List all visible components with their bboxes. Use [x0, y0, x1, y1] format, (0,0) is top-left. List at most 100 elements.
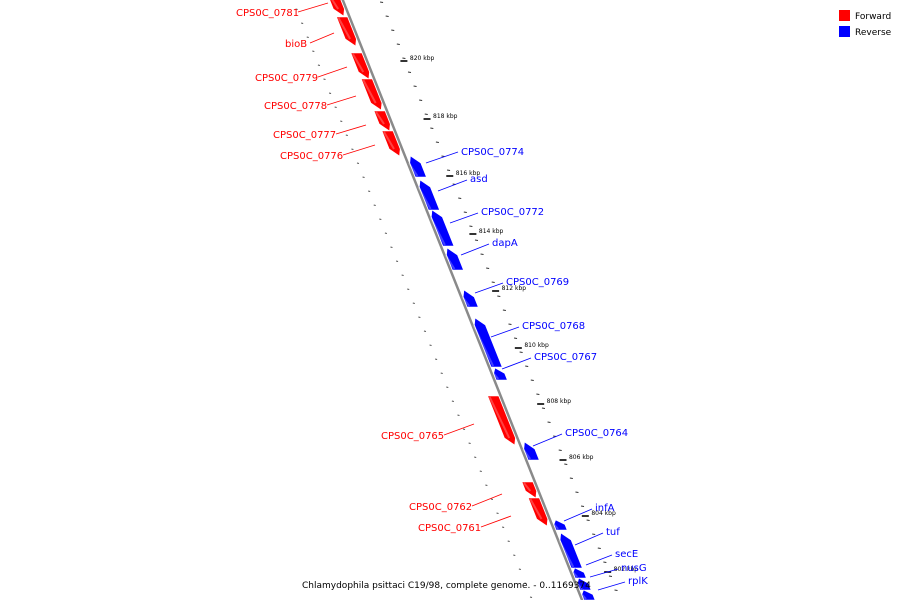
gene-label-forward: CPS0C_0776: [280, 151, 343, 162]
tick-mark: [401, 274, 404, 276]
tick-mark: [513, 337, 518, 339]
gene-reverse-cps0c-0767[interactable]: [493, 367, 508, 381]
gene-reverse-cps0c-0772-highlight: [429, 216, 446, 246]
gene-reverse-cps0c-0774[interactable]: [409, 155, 427, 178]
tick-mark: [508, 323, 512, 325]
gene-forward-cps0c-0781[interactable]: [328, 0, 345, 17]
label-leader-line: [297, 2, 329, 13]
gene-reverse-cps0c-0769[interactable]: [462, 289, 479, 308]
gene-reverse-infa[interactable]: [553, 519, 568, 531]
tick-mark: [362, 176, 365, 178]
legend: Forward Reverse: [839, 10, 892, 38]
gene-forward-cps0c-0779[interactable]: [350, 52, 370, 80]
tick-mark: [490, 498, 494, 500]
gene-reverse-cps0c-0769-highlight: [461, 296, 470, 307]
tick-mark: [402, 57, 406, 59]
label-leader-line: [490, 326, 520, 338]
label-leader-line: [443, 423, 475, 436]
tick-mark: [317, 64, 321, 66]
genome-caption: Chlamydophila psittaci C19/98, complete …: [302, 581, 591, 591]
tick-mark: [564, 463, 568, 465]
tick-mark: [614, 589, 618, 591]
tick-mark: [530, 379, 534, 381]
gene-reverse-tuf[interactable]: [559, 532, 583, 569]
gene-reverse-infa-highlight: [553, 523, 559, 530]
tick-mark: [519, 351, 523, 353]
legend-reverse-swatch: [839, 26, 850, 37]
scale-label: 812 kbp: [502, 285, 527, 292]
gene-forward-biob[interactable]: [336, 16, 357, 47]
tick-mark: [379, 1, 384, 3]
tick-mark: [501, 526, 505, 528]
tick-mark: [597, 547, 601, 549]
tick-mark: [463, 211, 467, 213]
tick-mark: [518, 568, 521, 570]
gene-forward-cps0c-0765[interactable]: [487, 395, 516, 446]
tick-mark: [391, 29, 395, 31]
tick-mark: [429, 344, 432, 346]
tick-mark: [485, 484, 488, 486]
tick-mark: [502, 309, 506, 311]
tick-mark: [486, 267, 490, 269]
gene-reverse-cps0c-0768-highlight: [472, 324, 495, 367]
scale-label: 818 kbp: [433, 113, 458, 120]
scale-label: 810 kbp: [524, 342, 549, 349]
tick-mark: [513, 554, 516, 556]
label-leader-line: [326, 95, 357, 106]
tick-mark: [541, 407, 546, 409]
gene-reverse-cps0c-0768[interactable]: [474, 317, 503, 368]
gene-forward-cps0c-0776[interactable]: [381, 130, 401, 157]
tick-marks: [295, 1, 618, 598]
tick-mark: [390, 246, 393, 248]
gene-reverse-sece[interactable]: [572, 567, 587, 579]
tick-mark: [396, 43, 400, 45]
scale-labels: 820 kbp 818 kbp 816 kbp 814 kbp 812 kbp 810 k…: [400, 55, 638, 573]
gene-forward-cps0c-0761[interactable]: [527, 497, 549, 527]
tick-mark: [558, 449, 562, 451]
label-leader-line: [480, 515, 512, 528]
gene-reverse-dapa[interactable]: [446, 247, 464, 271]
gene-label-forward: CPS0C_0781: [236, 8, 299, 19]
tick-mark: [474, 239, 479, 241]
tick-mark: [491, 281, 495, 283]
gene-reverse-rplk-highlight: [581, 593, 587, 600]
gene-label-reverse: dapA: [492, 238, 518, 249]
tick-mark: [474, 456, 477, 458]
tick-mark: [334, 106, 337, 108]
gene-reverse-nusg[interactable]: [577, 577, 592, 591]
label-leader-line: [501, 357, 532, 370]
gene-label-reverse: infA: [595, 503, 615, 514]
scale-label: 814 kbp: [479, 228, 504, 235]
tick-mark: [423, 330, 427, 332]
gene-label-forward: CPS0C_0778: [264, 101, 327, 112]
tick-mark: [458, 197, 462, 199]
tick-mark: [525, 365, 529, 367]
tick-mark: [462, 428, 466, 430]
tick-mark: [507, 540, 510, 542]
gene-forward-cps0c-0777[interactable]: [373, 110, 391, 132]
gene-forward-cps0c-0762[interactable]: [521, 481, 537, 499]
tick-mark: [586, 519, 590, 521]
tick-mark: [536, 393, 540, 395]
scale-label: 804 kbp: [591, 510, 616, 517]
tick-mark: [430, 127, 434, 129]
gene-labels: CPS0C_0781 bioB CPS0C_0779 CPS0C_0778 CPS0C_…: [236, 2, 648, 591]
tick-mark: [469, 225, 473, 227]
label-leader-line: [342, 144, 376, 156]
tick-mark: [312, 50, 315, 52]
gene-reverse-rplk[interactable]: [581, 589, 596, 600]
gene-label-forward: CPS0C_0779: [255, 73, 318, 84]
label-leader-line: [335, 124, 367, 135]
tick-mark: [569, 477, 573, 479]
scale-label: 816 kbp: [456, 170, 481, 177]
gene-forward-cps0c-0776-highlight: [383, 131, 395, 150]
gene-reverse-asd[interactable]: [419, 179, 440, 211]
gene-features[interactable]: [328, 0, 596, 600]
gene-reverse-cps0c-0764[interactable]: [523, 441, 540, 461]
tick-mark: [446, 386, 449, 388]
scale-label: 820 kbp: [410, 55, 435, 62]
gene-reverse-dapa-highlight: [444, 254, 456, 270]
gene-forward-cps0c-0778[interactable]: [360, 78, 383, 111]
gene-reverse-cps0c-0772[interactable]: [430, 209, 455, 247]
